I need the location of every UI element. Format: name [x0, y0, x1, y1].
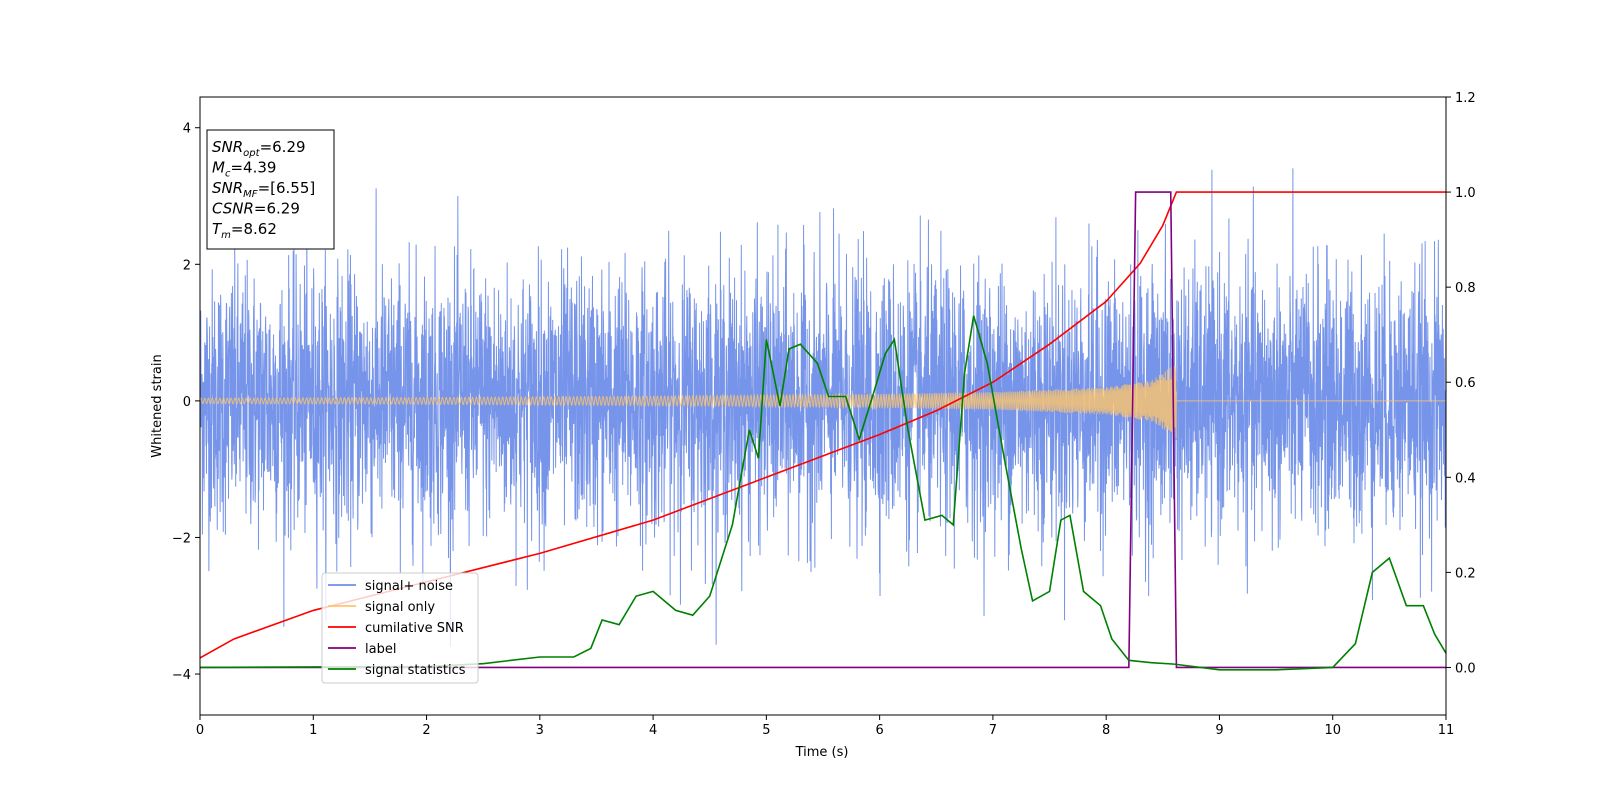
y-tick-label: −4: [172, 668, 191, 683]
info-box-line: CSNR=6.29: [212, 200, 300, 218]
y-axis-left: −4 −2 0 2 4: [172, 122, 200, 683]
y-tick-label: 2: [183, 258, 191, 273]
series-signal-statistics: [200, 315, 1446, 671]
x-tick-label: 6: [875, 723, 883, 738]
series-label: [200, 191, 1446, 669]
legend-entry: label: [365, 642, 396, 657]
y-tick-label: 0: [183, 395, 191, 410]
legend-entry: signal statistics: [365, 663, 466, 678]
x-tick-label: 11: [1438, 723, 1455, 738]
legend-frame: [321, 572, 479, 684]
y-tick-label: −2: [172, 531, 191, 546]
x-tick-label: 10: [1324, 723, 1341, 738]
x-tick-label: 4: [649, 723, 657, 738]
series-signal-noise: [200, 168, 1446, 647]
info-box-frame: [206, 129, 335, 250]
legend: signal+ noise signal only cumilative SNR la…: [321, 572, 479, 684]
x-tick-label: 1: [309, 723, 317, 738]
legend-entry: cumilative SNR: [365, 621, 464, 636]
info-box-line: SNRopt=6.29: [212, 138, 306, 159]
x-tick-label: 5: [762, 723, 770, 738]
plot-frame: [199, 96, 1447, 716]
y2-tick-label: 0.8: [1455, 281, 1476, 296]
info-box-line: SNRMF=[6.55]: [212, 179, 315, 200]
x-axis-label: Time (s): [795, 745, 849, 760]
y2-tick-label: 1.0: [1455, 186, 1476, 201]
x-tick-label: 9: [1215, 723, 1223, 738]
y-axis-label: Whitened strain: [150, 354, 165, 457]
legend-entry: signal+ noise: [365, 579, 453, 594]
x-axis: 0 1 2 3 4 5 6 7 8 9 10 11: [196, 715, 1454, 738]
legend-entry: signal only: [365, 600, 435, 615]
x-tick-label: 7: [989, 723, 997, 738]
series-signal-only: [200, 365, 1446, 439]
x-tick-label: 3: [536, 723, 544, 738]
y2-tick-label: 1.2: [1455, 91, 1476, 106]
info-box-line: Tm=8.62: [212, 220, 277, 241]
y-tick-label: 4: [183, 122, 191, 137]
y2-tick-label: 0.0: [1455, 661, 1476, 676]
x-tick-label: 2: [422, 723, 430, 738]
info-box-line: Mc=4.39: [212, 159, 276, 180]
y2-tick-label: 0.6: [1455, 376, 1476, 391]
x-tick-label: 8: [1102, 723, 1110, 738]
y-axis-right: 0.0 0.2 0.4 0.6 0.8 1.0 1.2: [1446, 91, 1476, 676]
y2-tick-label: 0.4: [1455, 471, 1476, 486]
y2-tick-label: 0.2: [1455, 566, 1476, 581]
x-tick-label: 0: [196, 723, 204, 738]
